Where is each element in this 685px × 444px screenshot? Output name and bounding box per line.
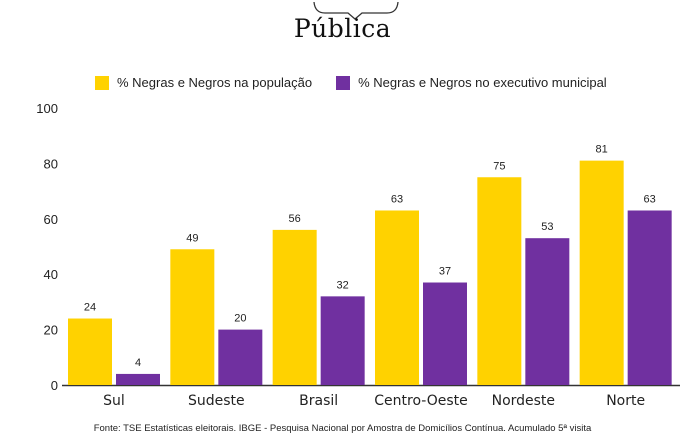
y-tick-label: 80: [44, 156, 58, 171]
y-tick-label: 100: [36, 101, 58, 116]
data-label: 4: [135, 357, 141, 369]
y-tick-label: 0: [51, 378, 58, 393]
bar-population: [579, 160, 624, 385]
y-tick-label: 20: [44, 323, 58, 338]
x-tick-label: Nordeste: [492, 393, 555, 409]
legend-label-executive: % Negras e Negros no executivo municipal: [358, 75, 607, 90]
logo-bubble-icon: [313, 1, 399, 20]
bar-population: [272, 229, 317, 385]
x-tick-label: Norte: [606, 393, 645, 409]
bar-population: [68, 318, 112, 385]
data-label: 49: [186, 232, 198, 244]
data-label: 75: [493, 160, 505, 172]
legend-swatch-population: [95, 75, 109, 90]
x-tick-label: Sudeste: [188, 393, 245, 409]
legend-swatch-executive: [336, 75, 351, 90]
bar-executive: [627, 210, 672, 385]
data-label: 56: [289, 213, 301, 225]
bar-executive: [320, 296, 365, 385]
data-label: 63: [644, 193, 656, 205]
bar-executive: [218, 329, 263, 385]
data-label: 63: [391, 193, 403, 205]
brand-logo: Pública: [293, 14, 392, 43]
legend-item-population: % Negras e Negros na população: [95, 75, 312, 90]
data-label: 53: [541, 221, 553, 233]
data-label: 32: [337, 279, 349, 291]
data-label: 37: [439, 266, 451, 278]
data-label: 20: [234, 313, 246, 325]
legend: % Negras e Negros na população % Negras …: [95, 75, 631, 90]
bar-population: [170, 249, 215, 385]
x-tick-label: Centro-Oeste: [374, 393, 468, 409]
y-tick-label: 40: [44, 267, 58, 282]
bar-population: [477, 177, 522, 385]
bar-executive: [423, 282, 467, 385]
bar-executive: [116, 373, 160, 385]
bar-population: [375, 210, 419, 385]
bar-executive: [525, 238, 570, 385]
x-tick-label: Sul: [103, 393, 125, 409]
legend-label-population: % Negras e Negros na população: [117, 75, 313, 90]
legend-item-executive: % Negras e Negros no executivo municipal: [336, 75, 607, 90]
data-label: 81: [596, 144, 608, 156]
source-note: Fonte: TSE Estatísticas eleitorais. IBGE…: [93, 423, 592, 434]
data-label: 24: [84, 302, 96, 314]
y-tick-label: 60: [44, 212, 58, 227]
x-tick-label: Brasil: [299, 393, 338, 409]
bar-chart: 0 20 40 60 80 100 24 4 Sul 49 20 Sudeste 56 32 Brasil 6…: [36, 101, 680, 409]
